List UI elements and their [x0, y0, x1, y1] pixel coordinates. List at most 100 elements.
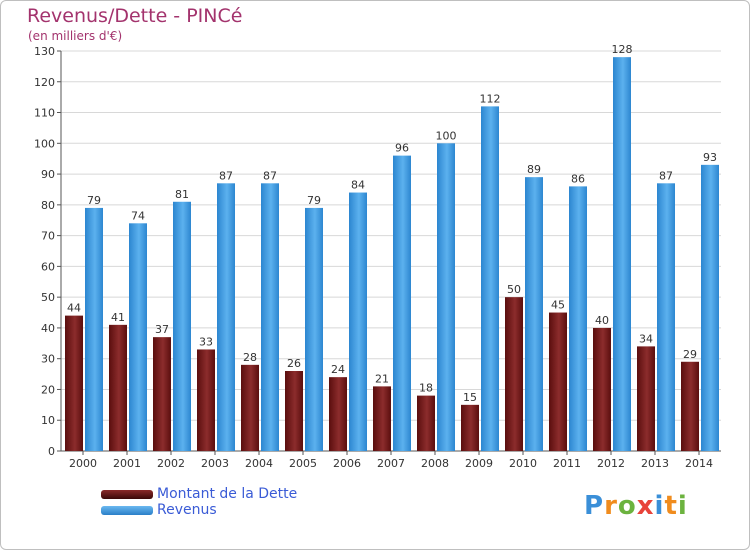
data-label-dette: 18	[419, 382, 433, 395]
x-tick-label: 2002	[157, 457, 185, 470]
logo-letter: i	[677, 491, 688, 521]
y-tick-label: 50	[41, 291, 55, 304]
legend-label-revenus: Revenus	[157, 502, 217, 518]
bar-dette	[549, 312, 567, 451]
data-label-revenus: 87	[659, 169, 673, 182]
y-tick-label: 0	[48, 445, 55, 458]
bar-dette	[461, 404, 479, 451]
x-tick-label: 2001	[113, 457, 141, 470]
data-label-revenus: 96	[395, 142, 409, 155]
data-label-dette: 37	[155, 323, 169, 336]
x-tick-label: 2010	[509, 457, 537, 470]
bar-dette	[681, 361, 699, 451]
x-tick-label: 2011	[553, 457, 581, 470]
legend-item-dette: Montant de la Dette	[101, 486, 401, 503]
data-label-dette: 29	[683, 348, 697, 361]
bar-dette	[505, 297, 523, 451]
bar-revenus	[393, 155, 411, 451]
x-tick-label: 2007	[377, 457, 405, 470]
bar-dette	[65, 315, 83, 451]
x-tick-label: 2000	[69, 457, 97, 470]
data-label-dette: 45	[551, 299, 565, 312]
data-label-dette: 50	[507, 283, 521, 296]
y-tick-label: 60	[41, 260, 55, 273]
bar-dette	[593, 327, 611, 451]
data-label-revenus: 86	[571, 172, 585, 185]
logo-letter: x	[636, 491, 655, 521]
bar-revenus	[173, 201, 191, 451]
data-label-revenus: 100	[436, 129, 457, 142]
logo-letter: r	[604, 491, 618, 521]
data-label-revenus: 74	[131, 209, 145, 222]
data-label-revenus: 79	[307, 194, 321, 207]
y-tick-label: 40	[41, 322, 55, 335]
bar-dette	[153, 337, 171, 451]
data-label-revenus: 87	[219, 169, 233, 182]
bar-revenus	[613, 57, 631, 452]
data-label-revenus: 84	[351, 179, 365, 192]
x-tick-label: 2004	[245, 457, 273, 470]
y-tick-label: 90	[41, 168, 55, 181]
legend-swatch-dette	[101, 490, 153, 499]
x-tick-label: 2014	[685, 457, 713, 470]
bar-revenus	[701, 164, 719, 451]
y-tick-label: 80	[41, 199, 55, 212]
data-label-revenus: 87	[263, 169, 277, 182]
bar-revenus	[525, 177, 543, 451]
bar-dette	[373, 386, 391, 451]
bar-revenus	[657, 183, 675, 452]
data-label-dette: 21	[375, 372, 389, 385]
legend: Montant de la Dette Revenus	[101, 486, 401, 519]
y-tick-label: 20	[41, 383, 55, 396]
logo-letter: i	[654, 491, 665, 521]
x-tick-label: 2012	[597, 457, 625, 470]
data-label-dette: 34	[639, 332, 653, 345]
x-tick-label: 2005	[289, 457, 317, 470]
y-tick-label: 10	[41, 414, 55, 427]
bar-revenus	[217, 183, 235, 452]
bar-revenus	[349, 192, 367, 452]
bar-dette	[329, 377, 347, 451]
data-label-revenus: 79	[87, 194, 101, 207]
bar-dette	[109, 324, 127, 451]
data-label-dette: 40	[595, 314, 609, 327]
y-tick-label: 100	[34, 137, 55, 150]
legend-label-dette: Montant de la Dette	[157, 486, 298, 502]
y-tick-label: 120	[34, 76, 55, 89]
data-label-revenus: 81	[175, 188, 189, 201]
legend-item-revenus: Revenus	[101, 502, 401, 519]
data-label-revenus: 112	[480, 92, 501, 105]
bar-dette	[197, 349, 215, 451]
logo-letter: o	[617, 491, 637, 521]
chart-subtitle: (en milliers d'€)	[28, 29, 123, 43]
bar-revenus	[305, 207, 323, 451]
x-tick-label: 2013	[641, 457, 669, 470]
legend-swatch-revenus	[101, 506, 153, 515]
bar-dette	[285, 371, 303, 451]
bar-revenus	[85, 207, 103, 451]
bar-dette	[417, 395, 435, 451]
data-label-dette: 41	[111, 311, 125, 324]
data-label-dette: 33	[199, 335, 213, 348]
x-tick-label: 2009	[465, 457, 493, 470]
y-tick-label: 130	[34, 45, 55, 58]
x-tick-label: 2006	[333, 457, 361, 470]
bar-revenus	[129, 223, 147, 451]
bar-revenus	[437, 143, 455, 452]
data-label-dette: 44	[67, 302, 81, 315]
data-label-dette: 24	[331, 363, 345, 376]
y-tick-label: 30	[41, 353, 55, 366]
y-tick-label: 110	[34, 107, 55, 120]
x-tick-label: 2008	[421, 457, 449, 470]
logo-letter: t	[664, 491, 678, 521]
data-label-dette: 15	[463, 391, 477, 404]
data-label-dette: 26	[287, 357, 301, 370]
x-tick-label: 2003	[201, 457, 229, 470]
bar-revenus	[481, 106, 499, 451]
bar-revenus	[569, 186, 587, 451]
bar-dette	[241, 364, 259, 451]
data-label-revenus: 93	[703, 151, 717, 164]
data-label-revenus: 89	[527, 163, 541, 176]
proxiti-logo: Proxiti	[584, 491, 688, 521]
